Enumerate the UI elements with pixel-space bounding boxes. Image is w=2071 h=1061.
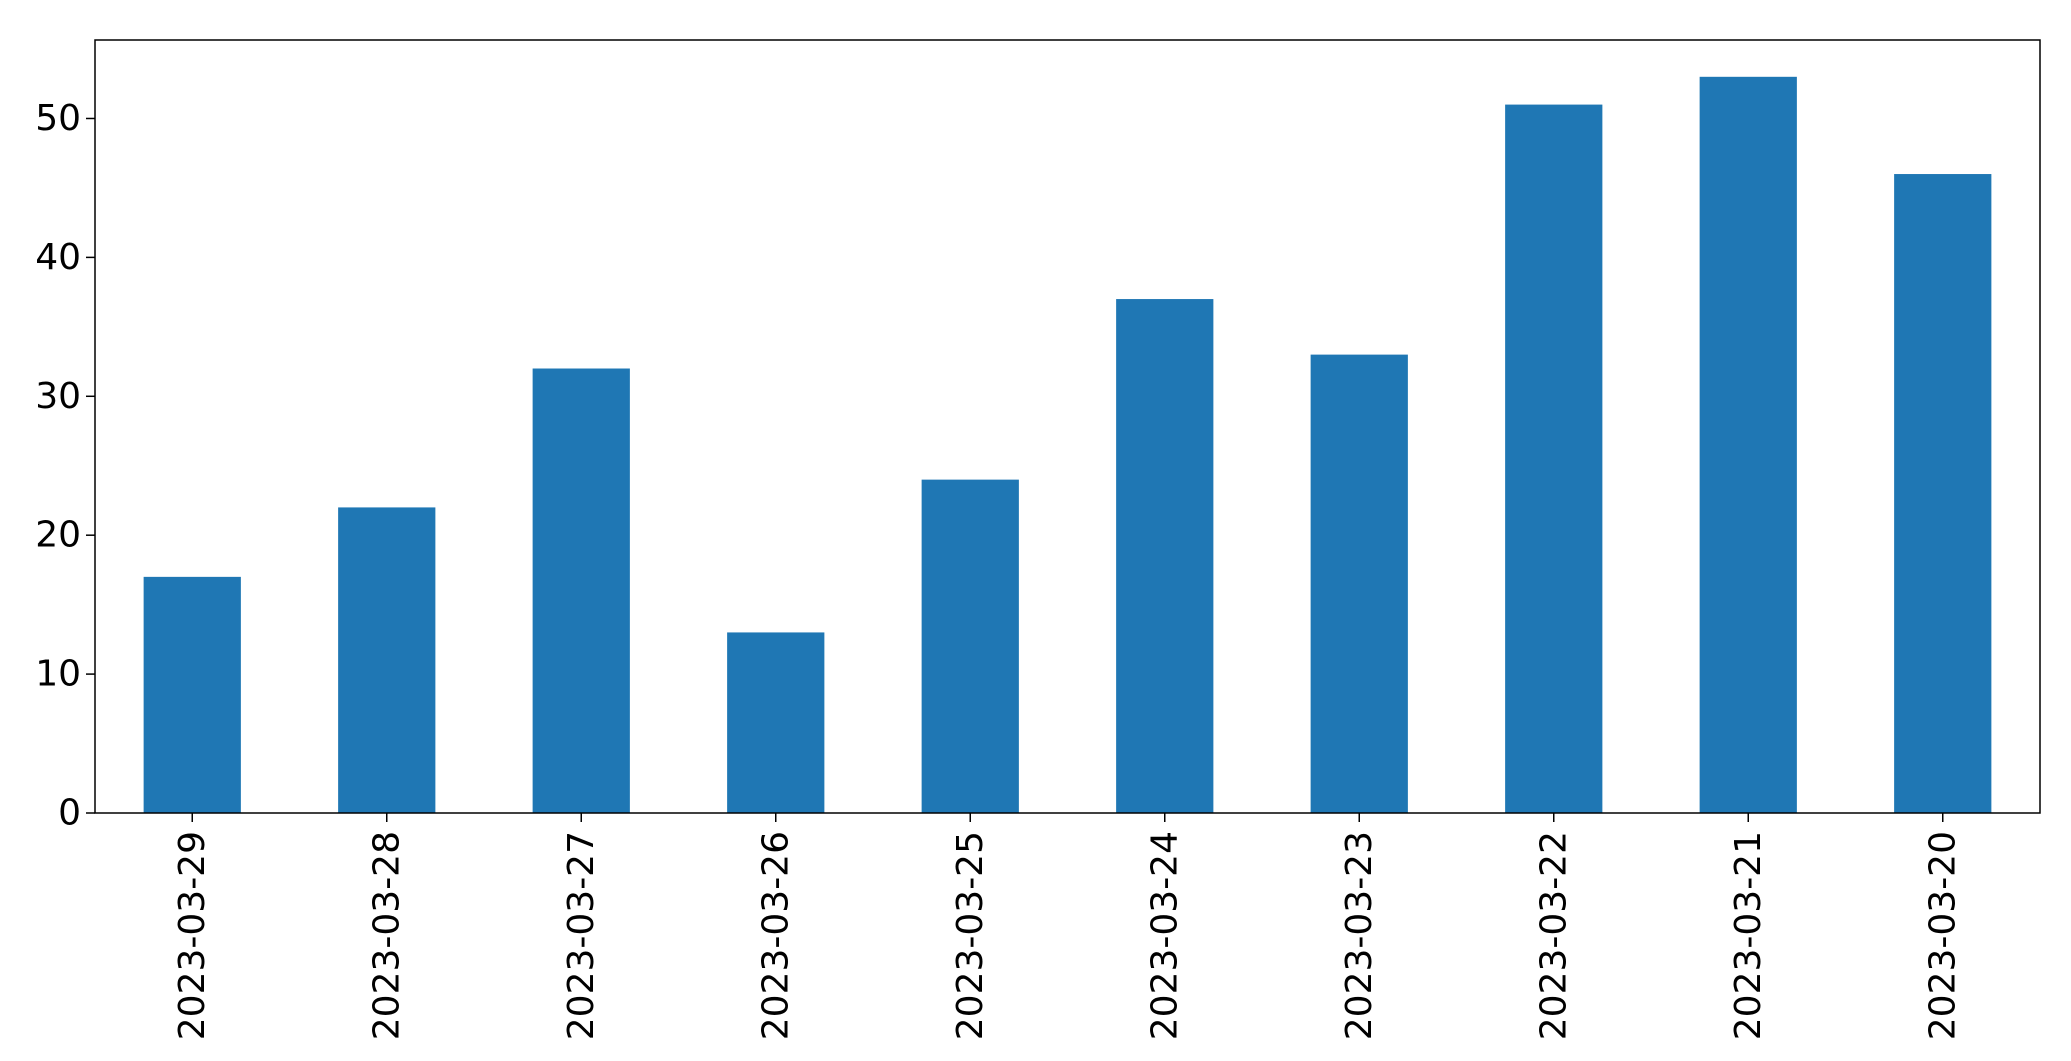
bar-2023-03-20 <box>1894 174 1992 813</box>
y-tick-label: 50 <box>35 98 81 139</box>
x-tick-label: 2023-03-21 <box>1728 831 1769 1040</box>
bar-2023-03-28 <box>338 507 436 813</box>
x-tick-label: 2023-03-24 <box>1144 831 1185 1040</box>
bar-2023-03-27 <box>532 368 630 813</box>
y-axis-ticks: 0 10 20 30 40 50 <box>35 98 95 834</box>
bar-2023-03-23 <box>1310 354 1408 813</box>
x-tick-label: 2023-03-29 <box>172 831 213 1040</box>
y-tick-label: 0 <box>58 793 81 834</box>
x-tick-label: 2023-03-26 <box>755 831 796 1040</box>
y-tick-label: 30 <box>35 376 81 417</box>
x-tick-label: 2023-03-25 <box>950 831 991 1040</box>
plot-frame <box>94 39 2041 814</box>
bar-2023-03-21 <box>1699 76 1797 814</box>
y-tick-label: 10 <box>35 654 81 695</box>
x-axis-ticks: 2023-03-29 2023-03-28 2023-03-27 2023-03-26… <box>172 813 1963 1040</box>
bars-group <box>143 76 1992 814</box>
bar-2023-03-25 <box>921 479 1019 813</box>
bar-2023-03-26 <box>727 632 825 813</box>
bar-2023-03-22 <box>1505 104 1603 814</box>
x-tick-label: 2023-03-28 <box>366 831 407 1040</box>
y-tick-label: 20 <box>35 515 81 556</box>
bar-2023-03-29 <box>143 576 241 813</box>
x-tick-label: 2023-03-27 <box>561 831 602 1040</box>
bar-2023-03-24 <box>1116 299 1214 814</box>
y-tick-label: 40 <box>35 237 81 278</box>
x-tick-label: 2023-03-22 <box>1533 831 1574 1040</box>
x-tick-label: 2023-03-23 <box>1339 831 1380 1040</box>
x-tick-label: 2023-03-20 <box>1922 831 1963 1040</box>
